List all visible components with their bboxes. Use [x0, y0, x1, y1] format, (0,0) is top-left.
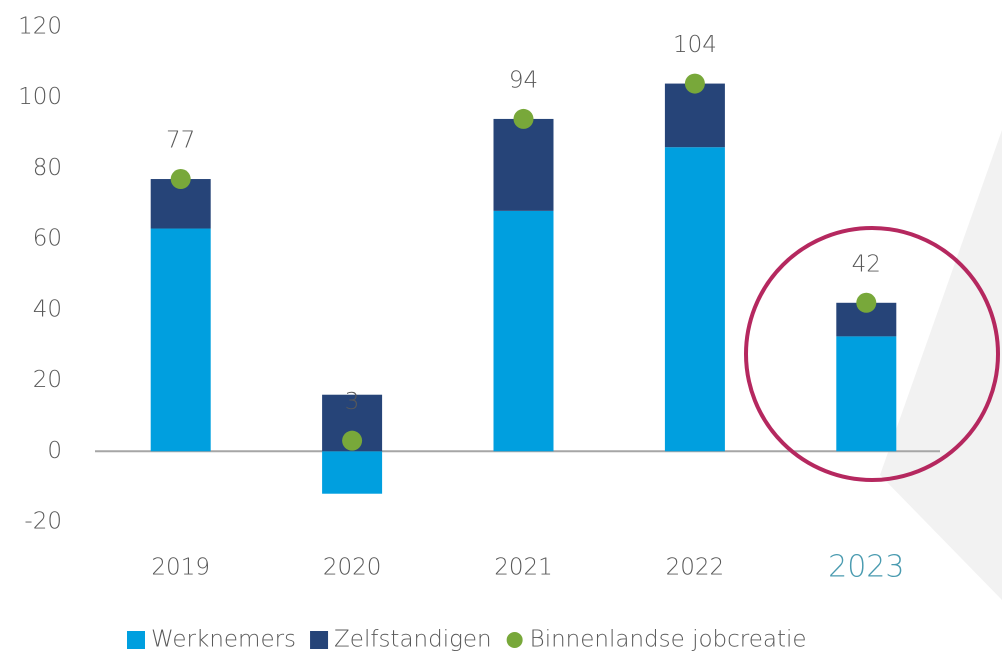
- dot: [856, 292, 877, 313]
- legend: Werknemers Zelfstandigen Binnenlandse jobc…: [127, 627, 807, 653]
- bar-segment: [836, 336, 897, 452]
- dot: [342, 430, 363, 451]
- x-tick-label: 2023: [828, 550, 904, 585]
- x-tick-label: 2021: [494, 555, 553, 581]
- y-tick-label: 0: [47, 438, 62, 464]
- legend-label: Binnenlandse jobcreatie: [530, 627, 807, 653]
- y-tick-label: 100: [18, 84, 62, 110]
- data-label: 3: [345, 389, 360, 415]
- background-shape: [880, 130, 1002, 600]
- data-label: 77: [166, 128, 195, 154]
- y-tick-label: 20: [33, 367, 62, 393]
- legend-swatch: [127, 631, 145, 649]
- data-label: 104: [673, 32, 717, 58]
- dot: [684, 73, 705, 94]
- data-label: 42: [852, 251, 881, 277]
- legend-dot: [506, 632, 523, 648]
- data-label: 94: [509, 67, 538, 93]
- y-tick-label: 40: [33, 296, 62, 322]
- bar-segment: [664, 83, 725, 148]
- highlight-circle: [744, 226, 1000, 482]
- x-tick-label: 2019: [151, 555, 210, 581]
- bar-segment: [322, 451, 383, 494]
- y-tick-label: 120: [18, 14, 62, 40]
- legend-swatch: [310, 631, 329, 649]
- bar-segment: [664, 147, 725, 452]
- y-tick-label: -20: [24, 509, 62, 535]
- legend-label: Zelfstandigen: [334, 627, 492, 653]
- plot: -20 0 20 40 60 80 100 120 77 2019 3 2020 94 2021 104 20…: [18, 14, 940, 585]
- x-tick-label: 2022: [666, 555, 725, 581]
- bar-segment: [493, 118, 554, 211]
- dot: [170, 169, 191, 190]
- legend-label: Werknemers: [151, 627, 296, 653]
- dot: [513, 108, 534, 129]
- bar-segment: [150, 228, 211, 452]
- y-tick-label: 60: [33, 226, 62, 252]
- x-tick-label: 2020: [323, 555, 382, 581]
- y-tick-label: 80: [33, 155, 62, 181]
- bar-segment: [493, 210, 554, 452]
